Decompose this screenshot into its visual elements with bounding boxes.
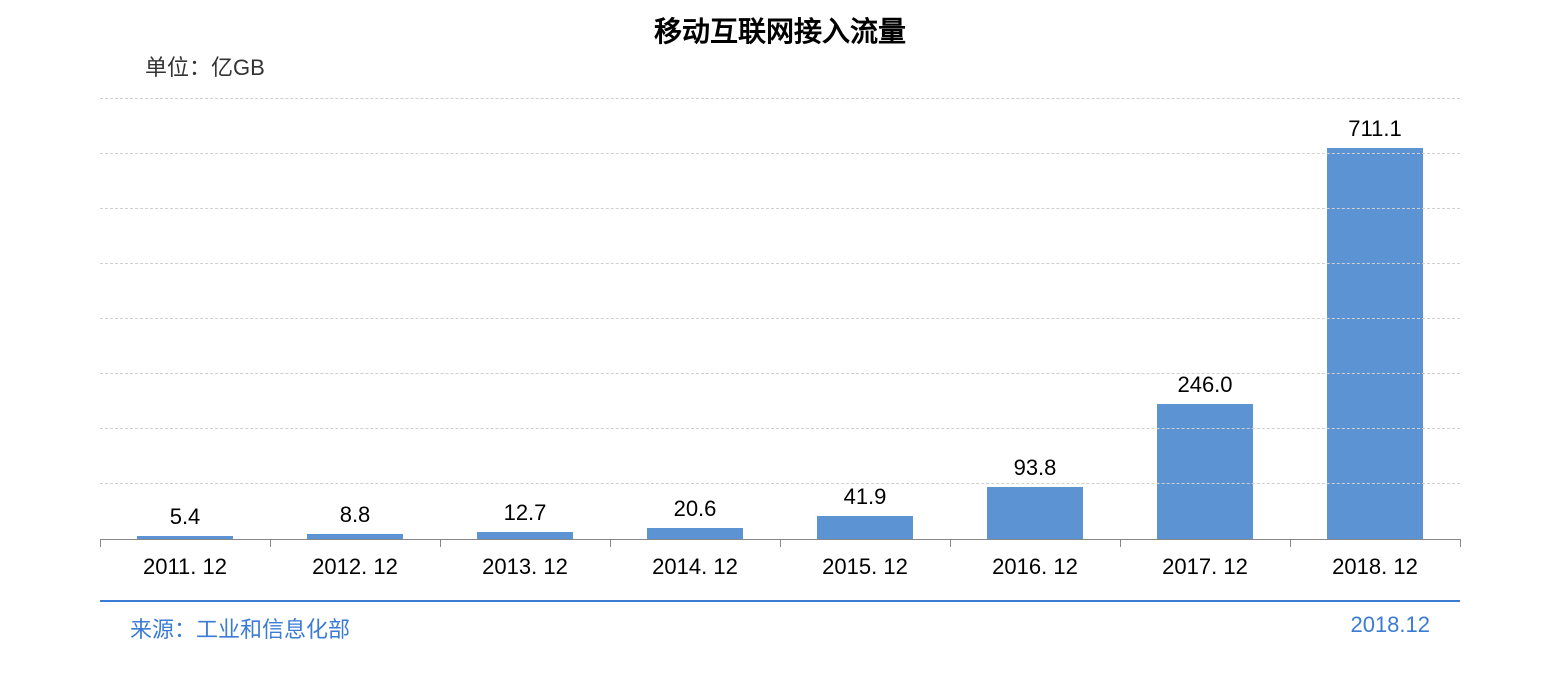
bar-rect [477,532,572,539]
plot-area: 5.4 8.8 12.7 20.6 41.9 93.8 246.0 711.1 [100,100,1460,540]
x-tick [1460,539,1461,547]
chart-footer: 来源：工业和信息化部 2018.12 [100,600,1460,644]
footer-date: 2018.12 [1350,612,1430,644]
grid-line [100,428,1460,429]
bar-rect [307,534,402,539]
x-axis-label: 2014. 12 [610,554,780,580]
x-tick [1120,539,1121,547]
x-axis-label: 2015. 12 [780,554,950,580]
x-tick [100,539,101,547]
x-tick [780,539,781,547]
grid-line [100,208,1460,209]
bar-value-label: 246.0 [1177,372,1232,398]
bar-slot: 41.9 [780,100,950,539]
bar-slot: 8.8 [270,100,440,539]
bar-value-label: 8.8 [340,502,371,528]
grid-line [100,483,1460,484]
grid-line [100,153,1460,154]
x-axis-label: 2011. 12 [100,554,270,580]
bar-slot: 246.0 [1120,100,1290,539]
chart-title: 移动互联网接入流量 [100,10,1460,50]
bar-value-label: 20.6 [674,496,717,522]
source-label: 来源：工业和信息化部 [130,612,350,644]
bars-layer: 5.4 8.8 12.7 20.6 41.9 93.8 246.0 711.1 [100,100,1460,539]
bar-slot: 93.8 [950,100,1120,539]
x-axis-label: 2017. 12 [1120,554,1290,580]
bar-rect [817,516,912,539]
x-tick [1290,539,1291,547]
grid-line [100,263,1460,264]
grid-line [100,98,1460,99]
bar-value-label: 93.8 [1014,455,1057,481]
bar-value-label: 12.7 [504,500,547,526]
bar-rect [987,487,1082,539]
footer-divider [100,600,1460,602]
unit-label: 单位：亿GB [145,50,265,82]
chart-container: 移动互联网接入流量 单位：亿GB 5.4 8.8 12.7 20.6 41.9 93.8 2… [100,10,1460,580]
bar-rect [1327,148,1422,539]
x-axis-label: 2013. 12 [440,554,610,580]
bar-slot: 20.6 [610,100,780,539]
bar-rect [137,536,232,539]
bar-slot: 711.1 [1290,100,1460,539]
bar-rect [1157,404,1252,539]
grid-line [100,318,1460,319]
x-tick [950,539,951,547]
bar-value-label: 711.1 [1348,116,1401,142]
x-tick [440,539,441,547]
x-axis-label: 2016. 12 [950,554,1120,580]
x-axis-label: 2018. 12 [1290,554,1460,580]
bar-slot: 12.7 [440,100,610,539]
bar-rect [647,528,742,539]
bar-value-label: 41.9 [844,484,887,510]
x-tick [270,539,271,547]
grid-line [100,373,1460,374]
x-axis-labels: 2011. 122012. 122013. 122014. 122015. 12… [100,554,1460,580]
x-axis-label: 2012. 12 [270,554,440,580]
bar-slot: 5.4 [100,100,270,539]
bar-value-label: 5.4 [170,504,201,530]
x-tick [610,539,611,547]
